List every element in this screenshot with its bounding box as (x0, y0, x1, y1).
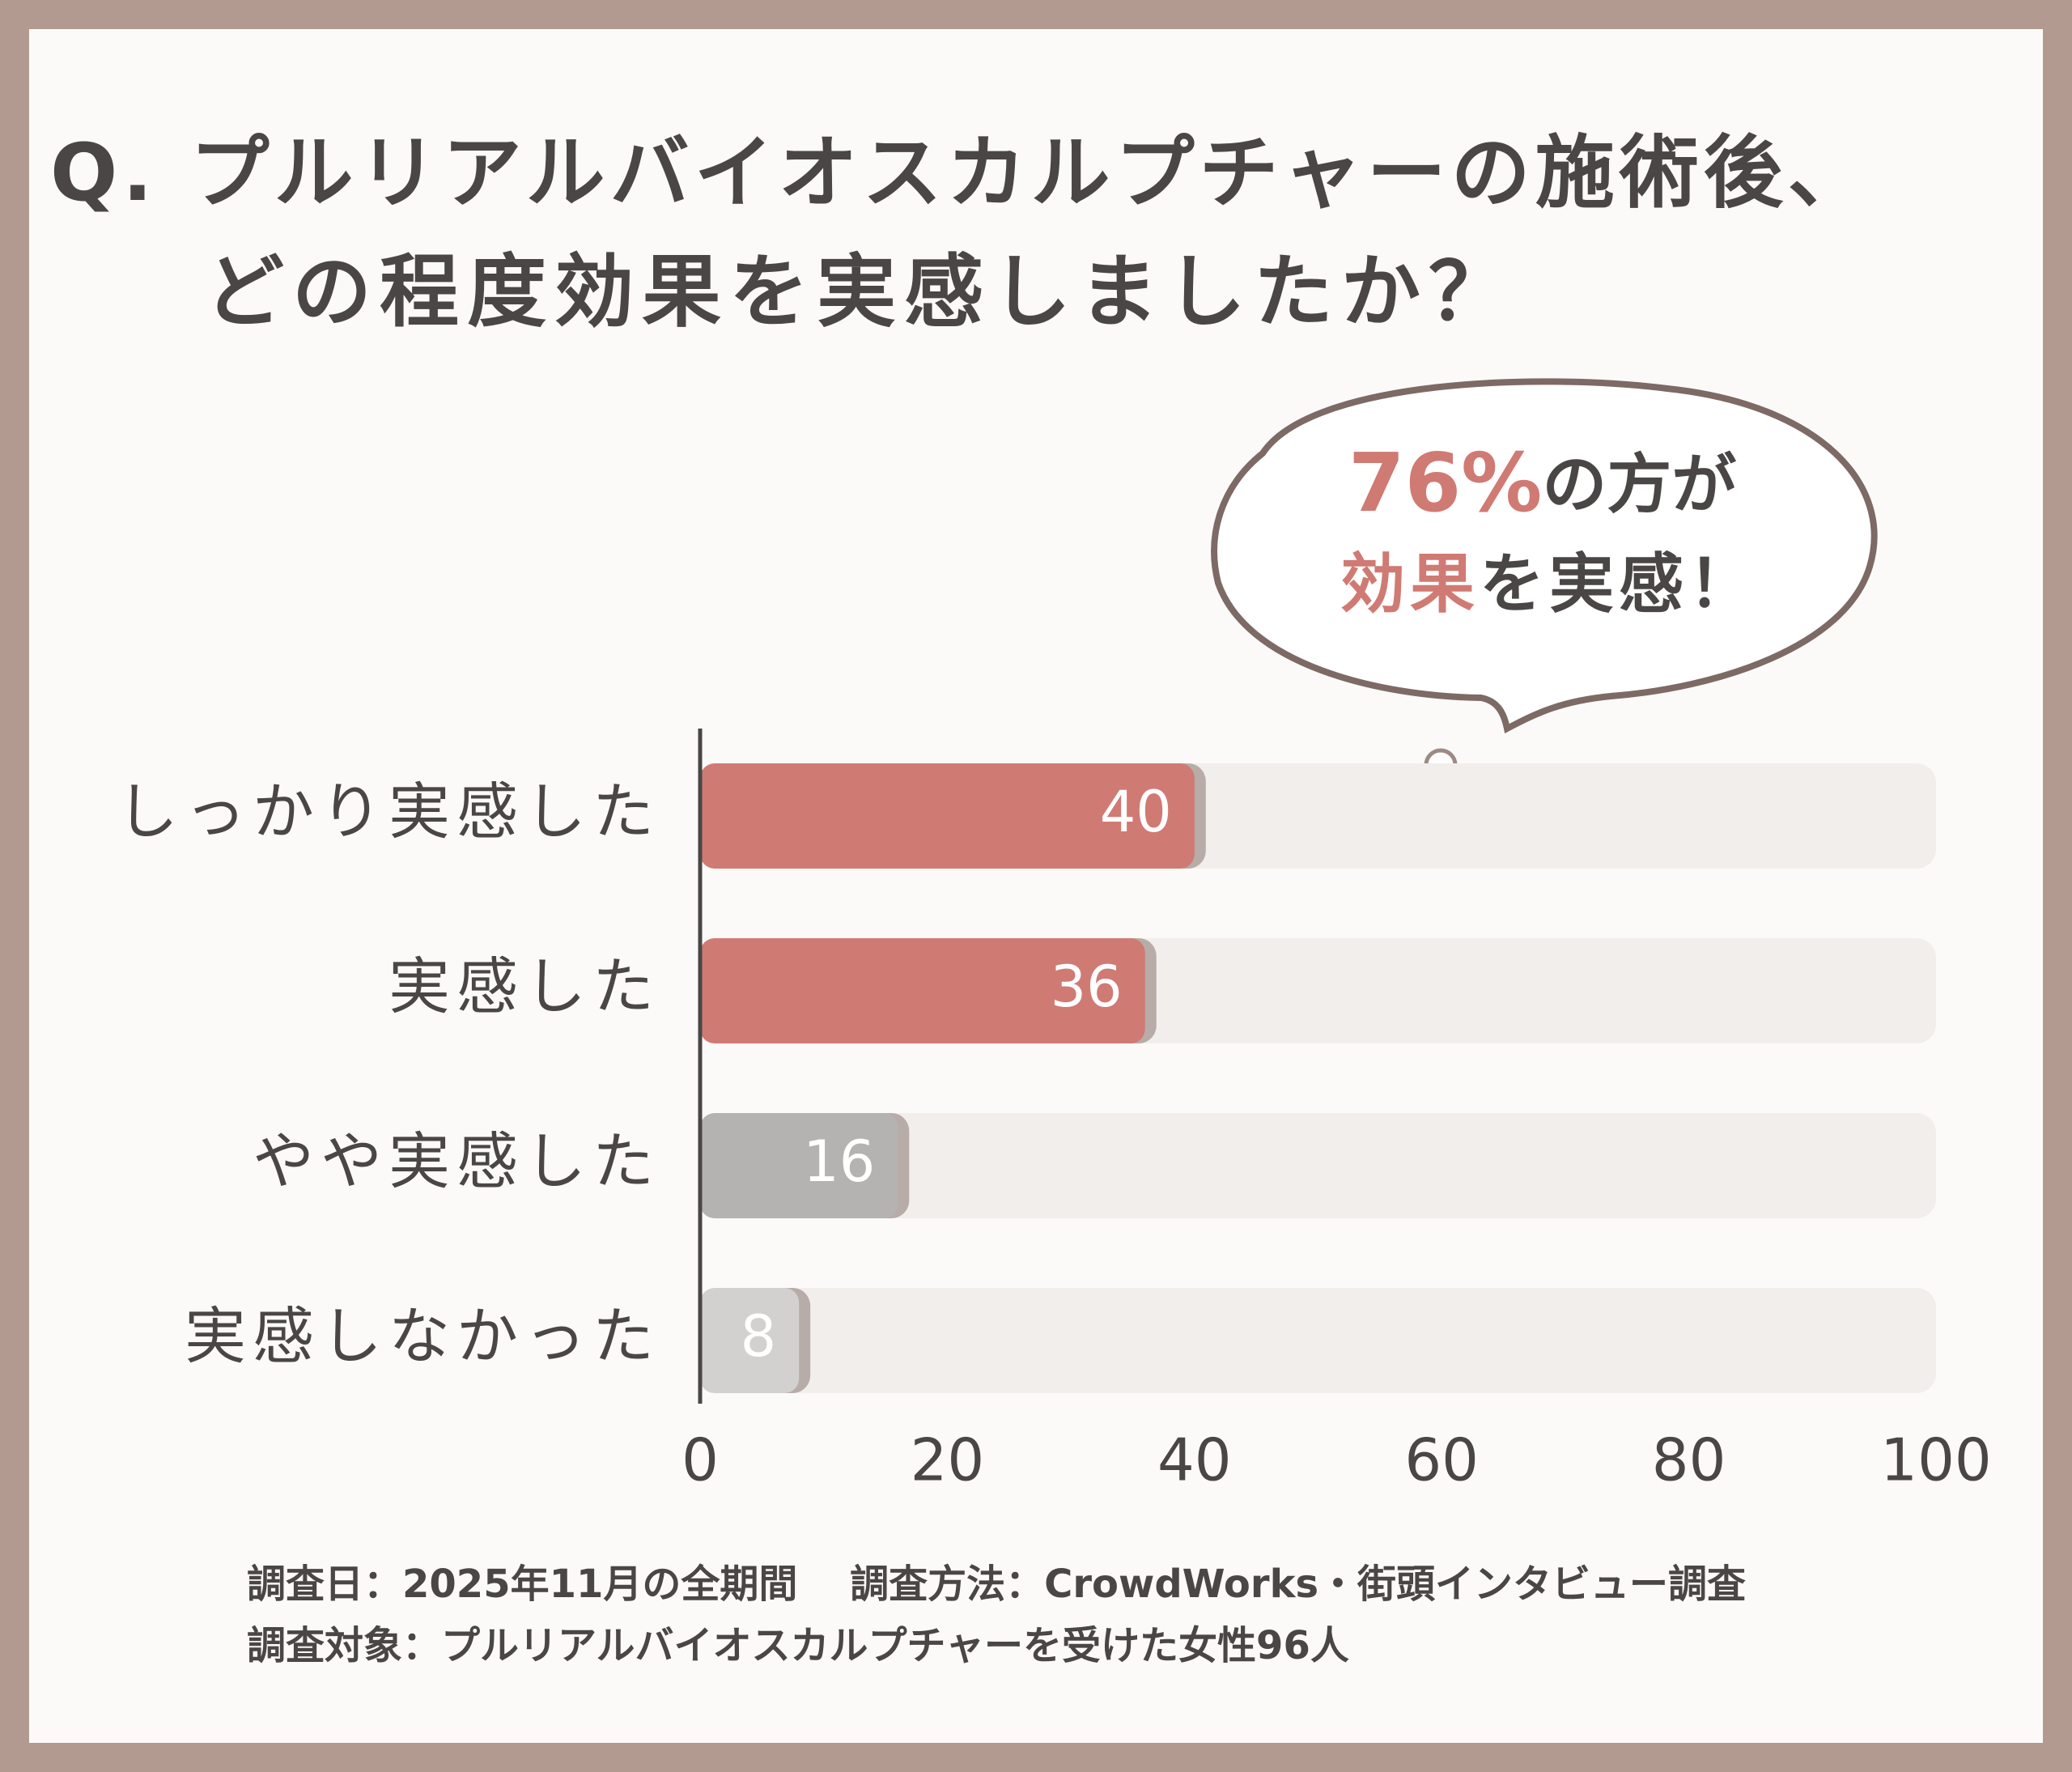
value-label: 40 (1100, 779, 1172, 845)
x-tick-label: 40 (1157, 1426, 1232, 1494)
y-tick-label: しっかり実感した (117, 776, 660, 848)
value-label: 36 (1051, 954, 1123, 1020)
bar-track (700, 1113, 1936, 1218)
annotation-highlight: 効果 (1340, 546, 1480, 622)
annotation-highlight: 76% (1348, 436, 1542, 530)
footer: 調査日：2025年11月の全期間 調査方法：CrowdWorks・街頭インタビュ… (247, 1562, 1746, 1607)
x-tick-label: 0 (681, 1426, 719, 1494)
bar (700, 763, 1195, 869)
x-tick-label: 60 (1404, 1426, 1479, 1494)
chart-title: Q. プルリアルバイオスカルプチャーの施術後、 (50, 127, 1872, 219)
chart-title: どの程度効果を実感しましたか？ (205, 246, 1516, 338)
value-label: 16 (803, 1128, 875, 1195)
x-tick-label: 20 (911, 1426, 985, 1494)
callout: 76%の方が 効果を実感！ (1211, 378, 1878, 793)
y-tick-label: 実感しなかった (185, 1300, 660, 1372)
bar (700, 1288, 800, 1393)
x-tick-label: 100 (1880, 1426, 1991, 1494)
panel (29, 29, 2043, 1743)
speech-bubble (1211, 378, 1878, 734)
bar (700, 1113, 898, 1218)
footer: 調査対象：プルリアルバイオスカルプチャーを受けた女性96人 (247, 1623, 1349, 1668)
annotation: 効果を実感！ (1340, 546, 1758, 622)
value-label: 8 (741, 1303, 777, 1370)
annotation: 76%の方が (1348, 436, 1736, 530)
y-tick-label: やや実感した (253, 1125, 660, 1197)
bar-track (700, 1288, 1936, 1393)
bar (700, 938, 1145, 1043)
annotation-text: を実感！ (1480, 546, 1758, 622)
x-tick-label: 80 (1652, 1426, 1726, 1494)
y-tick-label: 実感した (388, 950, 660, 1022)
annotation-text: の方が (1542, 447, 1736, 522)
